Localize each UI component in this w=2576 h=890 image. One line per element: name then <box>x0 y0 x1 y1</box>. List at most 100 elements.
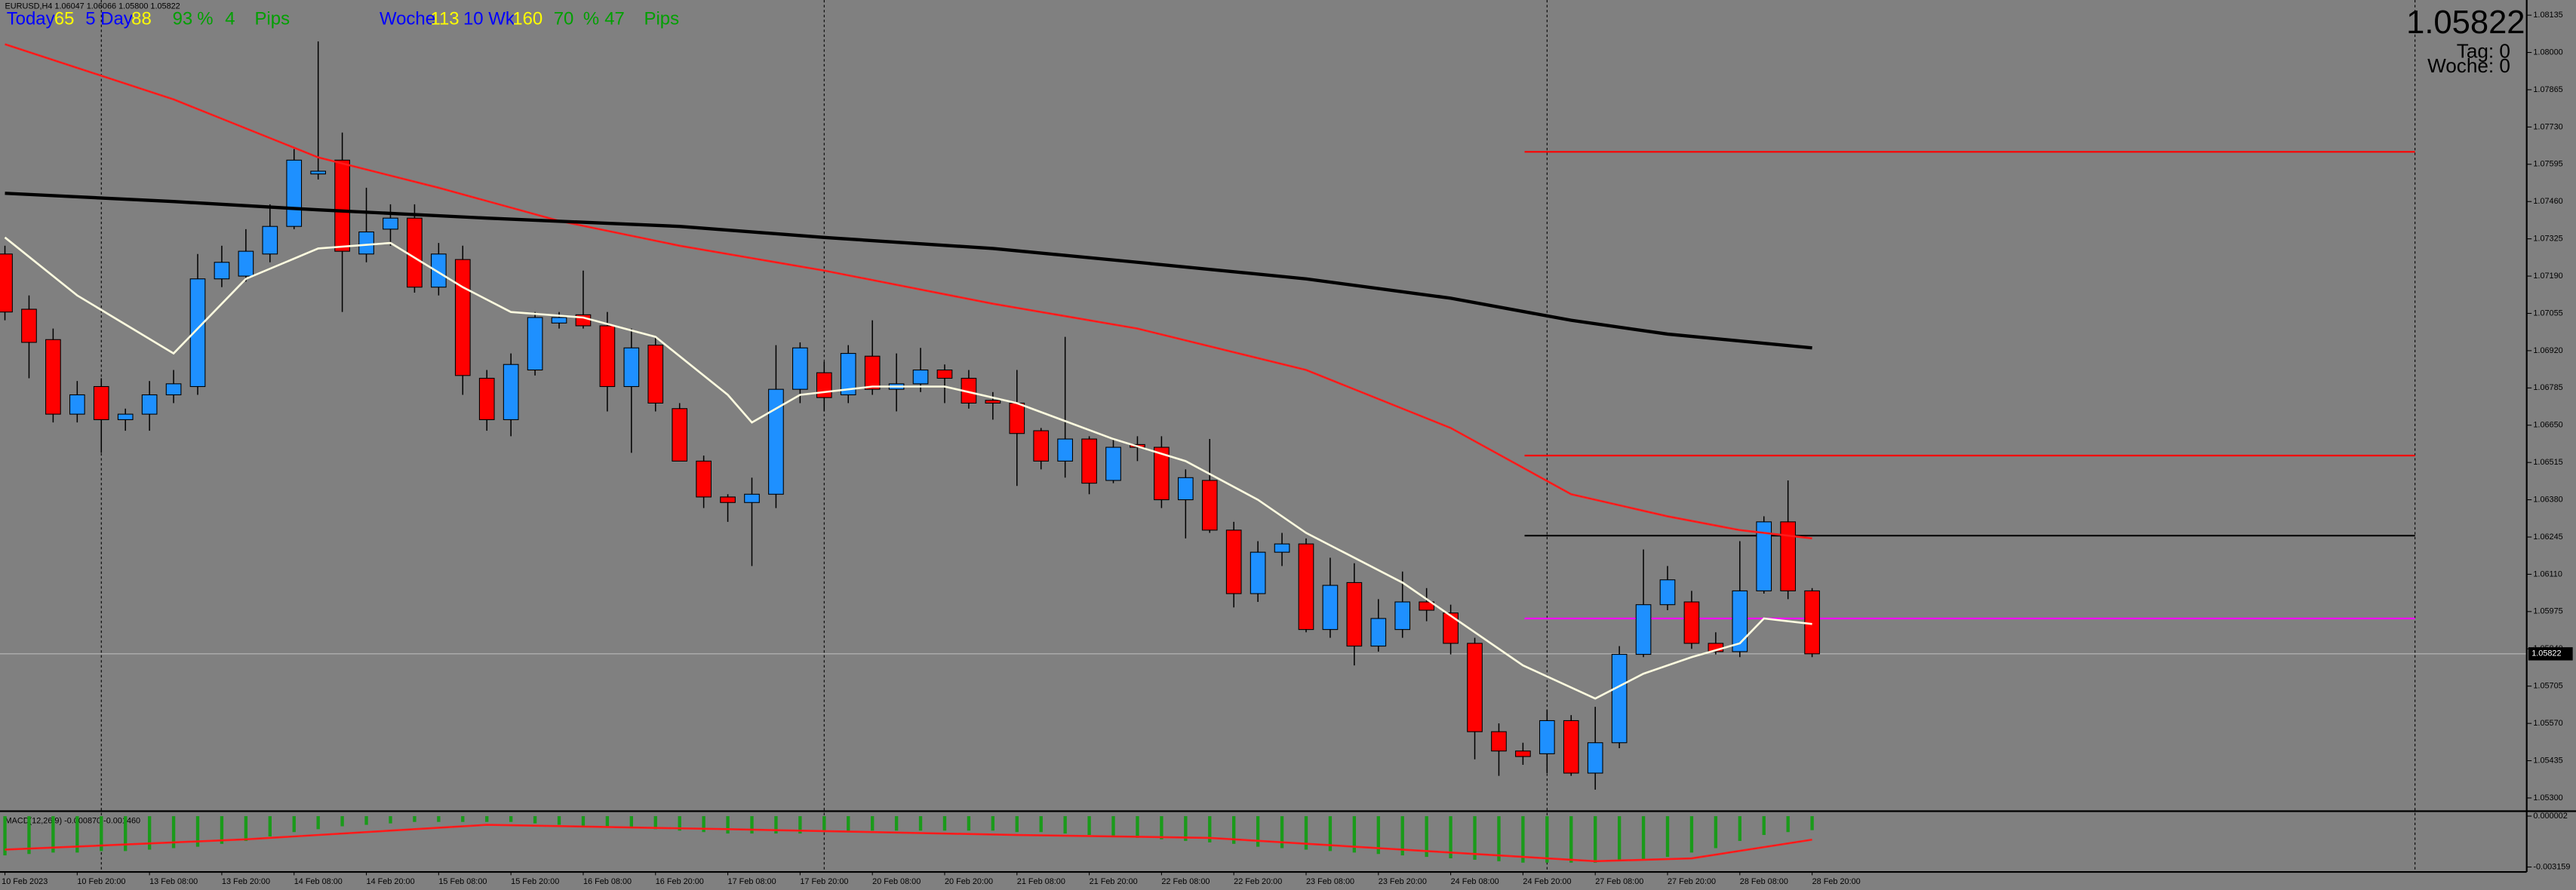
y-tick-label: 1.05435 <box>2533 756 2562 765</box>
candle-body <box>1201 480 1218 531</box>
candle-body <box>1250 551 1266 594</box>
x-tick-label: 13 Feb 20:00 <box>222 877 270 886</box>
candle-body <box>1033 430 1050 462</box>
y-tick-label: 1.05570 <box>2533 719 2562 728</box>
candle-body <box>985 400 1001 404</box>
candle-body <box>1081 438 1097 484</box>
price-box <box>2528 647 2573 661</box>
candle-body <box>599 325 616 388</box>
candle-body <box>840 353 856 396</box>
x-tick-label: 27 Feb 08:00 <box>1595 877 1643 886</box>
y-tick-label: 1.07055 <box>2533 308 2562 318</box>
stat-text: Pips <box>254 8 290 29</box>
y-tick-label: 1.07325 <box>2533 235 2562 244</box>
candle-body <box>1804 590 1820 655</box>
stat-text: 10 Wk <box>463 8 515 29</box>
x-tick-label: 22 Feb 08:00 <box>1161 877 1210 886</box>
candle-body <box>93 385 109 420</box>
candle-body <box>69 394 85 415</box>
candle-body <box>864 355 881 390</box>
x-tick-label: 15 Feb 20:00 <box>511 877 559 886</box>
candle-body <box>1635 604 1652 655</box>
candle-body <box>1587 742 1603 774</box>
stat-text: 93 <box>173 8 193 29</box>
candle-body <box>1732 590 1748 652</box>
x-tick-label: 23 Feb 08:00 <box>1306 877 1354 886</box>
candle-body <box>696 460 712 498</box>
y-tick-label: 1.07865 <box>2533 85 2562 94</box>
candle-body <box>1491 731 1507 752</box>
candle-body <box>1563 720 1579 774</box>
stat-text: Pips <box>644 8 680 29</box>
candle-body <box>141 394 158 415</box>
y-tick-label: 1.06785 <box>2533 383 2562 392</box>
x-tick-label: 21 Feb 08:00 <box>1017 877 1065 886</box>
x-tick-label: 20 Feb 20:00 <box>945 877 993 886</box>
stat-text: Woche <box>380 8 435 29</box>
stat-text: 4 <box>225 8 235 29</box>
candle-body <box>21 308 37 343</box>
candle-body <box>816 372 832 398</box>
x-tick-label: 14 Feb 20:00 <box>367 877 415 886</box>
candle-body <box>383 217 398 230</box>
info-label: EURUSD,H4 1.06047 1.06066 1.05800 1.0582… <box>5 2 180 11</box>
candle-body <box>1539 720 1555 754</box>
x-tick-label: 28 Feb 20:00 <box>1812 877 1861 886</box>
candle-body <box>1322 585 1339 631</box>
y-tick-label: 1.06110 <box>2533 569 2562 578</box>
candle-body <box>1683 601 1700 644</box>
candle-body <box>503 364 519 420</box>
candle-body <box>1756 521 1772 591</box>
y-tick-label: 1.05300 <box>2533 793 2562 803</box>
candle-body <box>1515 750 1531 757</box>
candle-body <box>478 377 495 420</box>
price-box-label: 1.05822 <box>2531 649 2561 658</box>
macd-y-tick-label: -0.003159 <box>2533 862 2570 871</box>
x-tick-label: 16 Feb 20:00 <box>656 877 704 886</box>
x-tick-label: 10 Feb 2023 <box>2 877 48 886</box>
candle-body <box>768 388 784 495</box>
candle-body <box>647 345 664 404</box>
x-tick-label: 10 Feb 20:00 <box>77 877 125 886</box>
candle-body <box>1611 654 1628 744</box>
candle-body <box>454 259 471 376</box>
y-tick-label: 1.08000 <box>2533 48 2562 57</box>
candle-body <box>792 347 808 390</box>
candle-body <box>1274 543 1290 553</box>
candle-body <box>1370 618 1387 647</box>
x-tick-label: 23 Feb 20:00 <box>1379 877 1427 886</box>
candle-body <box>407 217 423 288</box>
stat-text: % <box>197 8 213 29</box>
x-tick-label: 27 Feb 20:00 <box>1668 877 1716 886</box>
stat-text: 47 <box>604 8 625 29</box>
x-tick-label: 17 Feb 20:00 <box>800 877 848 886</box>
candle-body <box>310 170 327 175</box>
stat-text: Today <box>7 8 55 29</box>
last-price-big: 1.05822 <box>2406 5 2525 41</box>
candle-body <box>214 262 230 280</box>
candle-body <box>1177 477 1194 501</box>
y-tick-label: 1.05975 <box>2533 607 2562 616</box>
y-tick-label: 1.06515 <box>2533 458 2562 467</box>
y-tick-label: 1.07190 <box>2533 272 2562 281</box>
candle-body <box>1225 529 1242 594</box>
candle-body <box>0 253 13 313</box>
candle-body <box>623 347 640 388</box>
candle-body <box>431 253 447 288</box>
macd-signal <box>5 824 1812 863</box>
y-tick-label: 1.06380 <box>2533 495 2562 504</box>
stat-text: 160 <box>512 8 543 29</box>
candle-body <box>1009 402 1025 434</box>
candle-body <box>1659 579 1676 606</box>
x-tick-label: 24 Feb 20:00 <box>1523 877 1571 886</box>
candle-body <box>286 159 303 227</box>
candle-body <box>936 369 953 379</box>
y-tick-label: 1.06650 <box>2533 421 2562 430</box>
candle-body <box>1780 521 1797 591</box>
x-tick-label: 13 Feb 08:00 <box>149 877 198 886</box>
day-label: Tag: 0 <box>2457 40 2510 63</box>
candle-body <box>912 369 929 385</box>
candle-body <box>1154 447 1170 501</box>
